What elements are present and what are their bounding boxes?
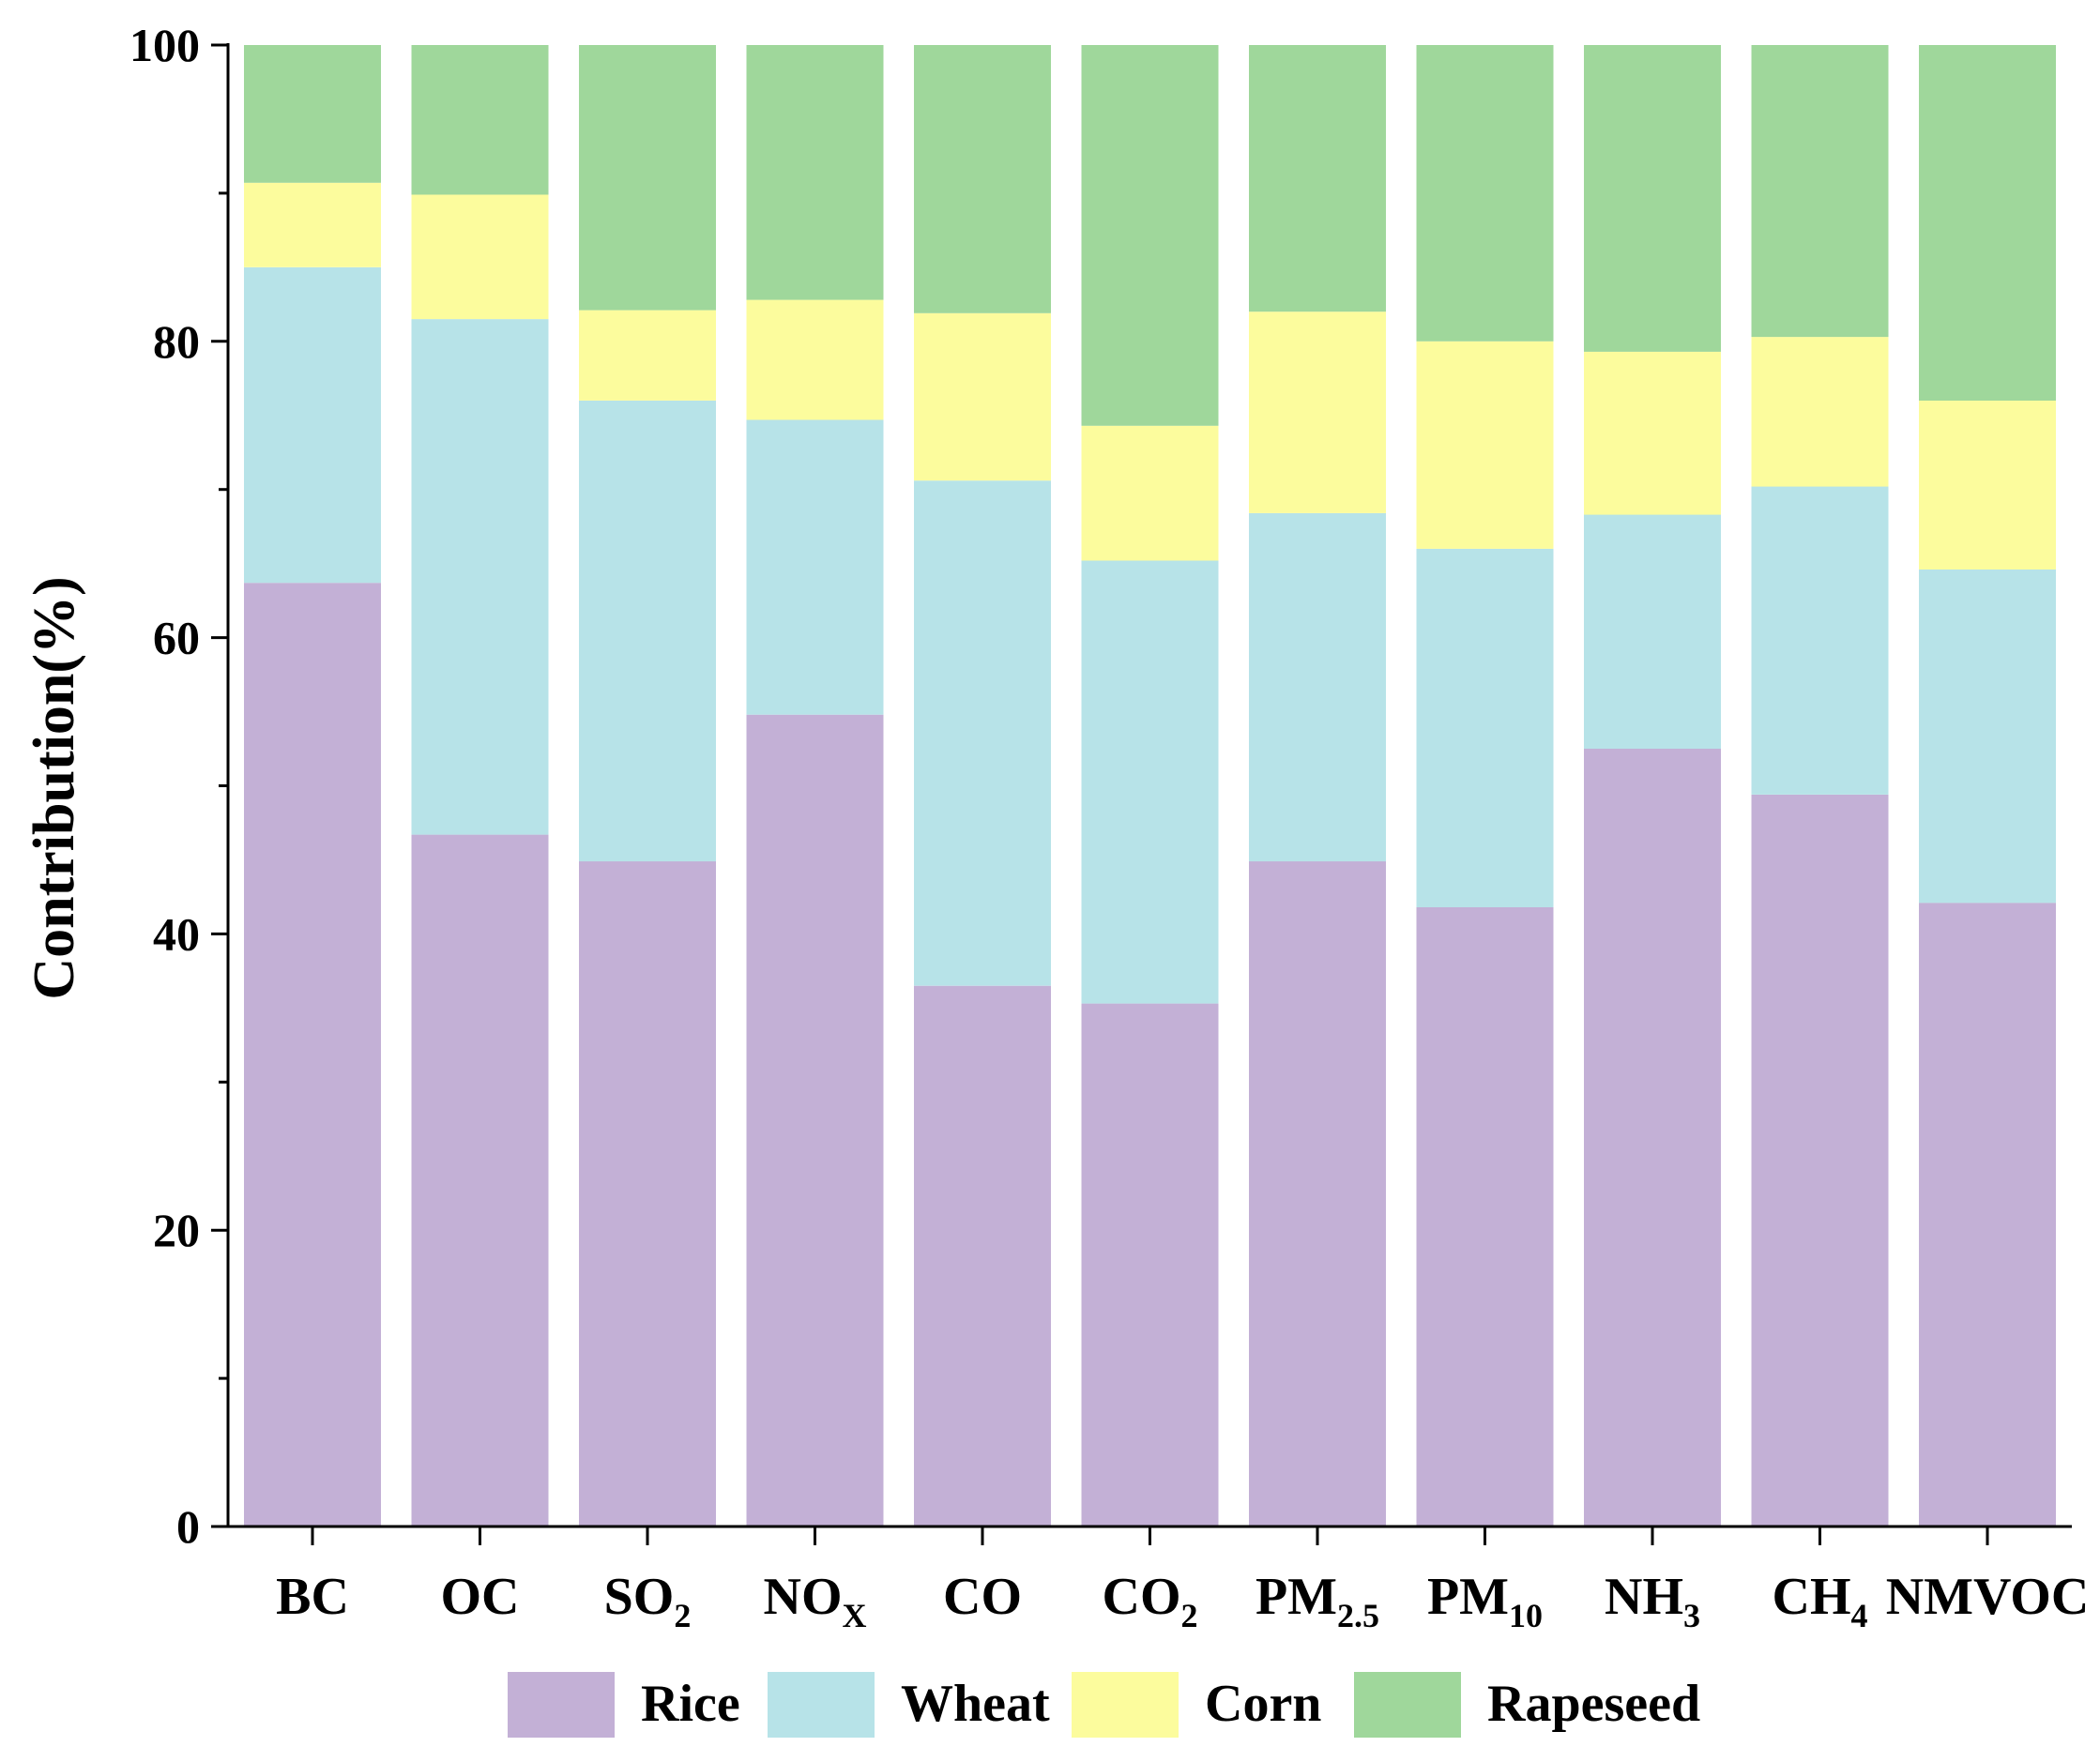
x-label-8: NH3 bbox=[1605, 1568, 1700, 1634]
bar-wheat-2 bbox=[579, 401, 716, 862]
bar-wheat-0 bbox=[244, 266, 381, 584]
bar-rice-3 bbox=[746, 714, 884, 1527]
legend-swatch-rice bbox=[508, 1672, 615, 1738]
legend-label-corn: Corn bbox=[1205, 1675, 1321, 1733]
legend: Rice Wheat Corn Rapeseed bbox=[508, 1672, 1700, 1738]
bar-corn-6 bbox=[1249, 311, 1386, 513]
bar-wheat-1 bbox=[411, 319, 549, 835]
bar-wheat-8 bbox=[1584, 514, 1721, 749]
x-label-1: OC bbox=[441, 1568, 520, 1626]
bar-rice-6 bbox=[1249, 861, 1386, 1527]
bar-rapeseed-8 bbox=[1584, 45, 1721, 352]
bar-corn-5 bbox=[1081, 425, 1219, 561]
bar-rapeseed-0 bbox=[244, 45, 381, 183]
bar-rice-4 bbox=[914, 985, 1051, 1527]
legend-label-wheat: Wheat bbox=[901, 1675, 1050, 1733]
bar-rice-7 bbox=[1416, 907, 1554, 1527]
legend-label-rice: Rice bbox=[641, 1675, 740, 1733]
legend-label-rapeseed: Rapeseed bbox=[1487, 1675, 1700, 1733]
bar-rice-10 bbox=[1919, 903, 2056, 1527]
bar-corn-3 bbox=[746, 299, 884, 420]
axes-layer: 0 20 40 60 80 100 bbox=[129, 19, 2072, 1553]
x-label-0: BC bbox=[276, 1568, 349, 1626]
bar-rice-5 bbox=[1081, 1003, 1219, 1527]
bar-rapeseed-6 bbox=[1249, 45, 1386, 312]
bar-wheat-3 bbox=[746, 419, 884, 715]
y-tick-label-80: 80 bbox=[153, 315, 200, 368]
bar-rice-8 bbox=[1584, 749, 1721, 1527]
y-tick-label-0: 0 bbox=[176, 1500, 200, 1553]
y-tick-label-60: 60 bbox=[153, 612, 200, 664]
bar-wheat-6 bbox=[1249, 513, 1386, 862]
bar-rapeseed-1 bbox=[411, 45, 549, 195]
bar-corn-7 bbox=[1416, 341, 1554, 549]
bar-rapeseed-9 bbox=[1751, 45, 1889, 338]
bar-corn-9 bbox=[1751, 337, 1889, 487]
bar-rapeseed-2 bbox=[579, 45, 716, 311]
y-axis-title: Contribution(%) bbox=[23, 576, 86, 999]
bar-wheat-4 bbox=[914, 480, 1051, 986]
x-label-2: SO2 bbox=[604, 1568, 692, 1634]
legend-swatch-wheat bbox=[768, 1672, 875, 1738]
bar-rapeseed-4 bbox=[914, 45, 1051, 313]
x-label-10: NMVOC bbox=[1886, 1568, 2090, 1626]
bar-corn-4 bbox=[914, 312, 1051, 481]
bar-rapeseed-5 bbox=[1081, 45, 1219, 426]
legend-swatch-rapeseed bbox=[1354, 1672, 1461, 1738]
bar-wheat-7 bbox=[1416, 548, 1554, 907]
bar-wheat-10 bbox=[1919, 570, 2056, 904]
x-label-5: CO2 bbox=[1103, 1568, 1198, 1634]
y-tick-label-100: 100 bbox=[129, 19, 200, 71]
x-label-9: CH4 bbox=[1773, 1568, 1868, 1634]
y-tick-label-20: 20 bbox=[153, 1204, 200, 1256]
x-label-3: NOX bbox=[764, 1568, 867, 1634]
bar-rapeseed-10 bbox=[1919, 45, 2056, 401]
x-label-4: CO bbox=[943, 1568, 1022, 1626]
bar-rice-0 bbox=[244, 583, 381, 1527]
bars-layer bbox=[244, 45, 2056, 1527]
bar-corn-10 bbox=[1919, 401, 2056, 570]
x-label-7: PM10 bbox=[1427, 1568, 1543, 1634]
bar-corn-8 bbox=[1584, 351, 1721, 515]
bar-wheat-9 bbox=[1751, 486, 1889, 795]
bar-rapeseed-7 bbox=[1416, 45, 1554, 342]
bar-corn-0 bbox=[244, 182, 381, 267]
category-labels: BC OC SO2 NOX CO CO2 PM2.5 PM10 NH3 CH4 NMVOC bbox=[276, 1568, 2089, 1634]
bar-corn-2 bbox=[579, 310, 716, 401]
x-label-6: PM2.5 bbox=[1255, 1568, 1379, 1634]
bar-rice-2 bbox=[579, 861, 716, 1527]
y-tick-label-40: 40 bbox=[153, 907, 200, 960]
bar-corn-1 bbox=[411, 194, 549, 320]
bar-wheat-5 bbox=[1081, 560, 1219, 1004]
bar-rapeseed-3 bbox=[746, 45, 884, 300]
bar-rice-9 bbox=[1751, 795, 1889, 1527]
bar-rice-1 bbox=[411, 834, 549, 1527]
legend-swatch-corn bbox=[1072, 1672, 1179, 1738]
